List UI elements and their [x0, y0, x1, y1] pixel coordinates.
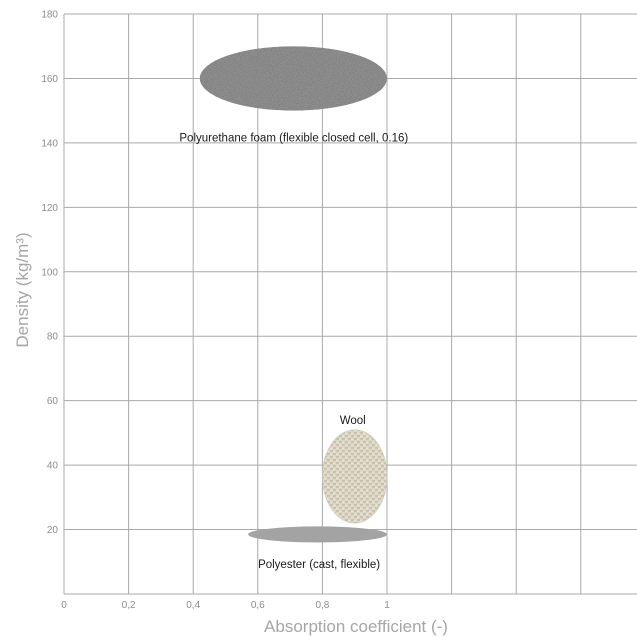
- y-tick-label: 140: [41, 138, 58, 149]
- x-tick-label: 0,6: [251, 600, 265, 611]
- x-tick-label: 0,8: [315, 600, 329, 611]
- region-polyester: [248, 526, 387, 543]
- label-polyurethane-foam: Polyurethane foam (flexible closed cell,…: [179, 132, 408, 144]
- y-tick-label: 80: [47, 332, 59, 343]
- region-labels: Polyurethane foam (flexible closed cell,…: [179, 132, 408, 570]
- y-tick-label: 60: [47, 396, 59, 407]
- y-tick-label: 40: [47, 461, 59, 472]
- x-tick-label: 0,4: [186, 600, 200, 611]
- y-tick-label: 20: [47, 525, 59, 536]
- x-axis-title: Absorption coefficient (-): [264, 617, 448, 636]
- material-regions: [199, 46, 388, 543]
- y-tick-label: 120: [41, 203, 58, 214]
- y-axis-title: Density (kg/m³): [13, 232, 32, 347]
- x-tick-label: 1: [384, 600, 390, 611]
- x-tick-label: 0: [61, 600, 67, 611]
- region-wool: [322, 429, 388, 524]
- y-tick-label: 180: [41, 10, 58, 21]
- region-polyurethane-foam: [199, 46, 387, 111]
- x-tick-label: 0,2: [122, 600, 136, 611]
- y-axis-ticks: 20 40 60 80 100 120 140 160 180: [41, 10, 58, 537]
- label-polyester: Polyester (cast, flexible): [258, 559, 380, 571]
- y-tick-label: 160: [41, 74, 58, 85]
- label-wool: Wool: [340, 415, 366, 427]
- x-axis-ticks: 0 0,2 0,4 0,6 0,8 1: [61, 600, 390, 611]
- y-tick-label: 100: [41, 267, 58, 278]
